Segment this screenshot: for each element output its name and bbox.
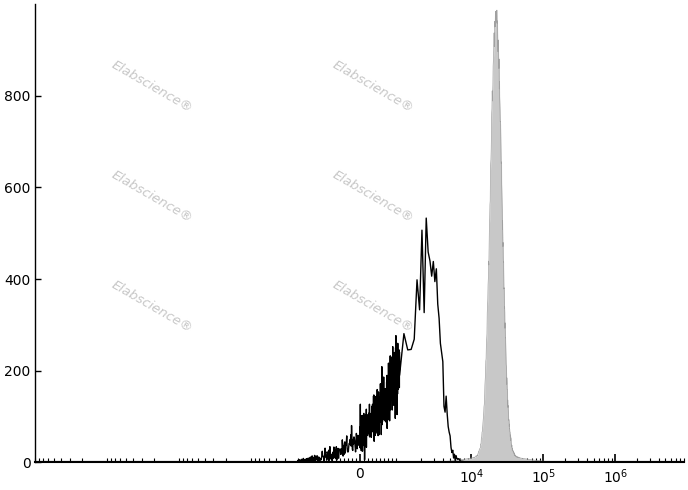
- Text: Elabscience®: Elabscience®: [330, 278, 416, 335]
- Text: Elabscience®: Elabscience®: [109, 58, 195, 115]
- Text: Elabscience®: Elabscience®: [109, 168, 195, 225]
- Text: Elabscience®: Elabscience®: [330, 168, 416, 225]
- Text: Elabscience®: Elabscience®: [109, 278, 195, 335]
- Text: Elabscience®: Elabscience®: [330, 58, 416, 115]
